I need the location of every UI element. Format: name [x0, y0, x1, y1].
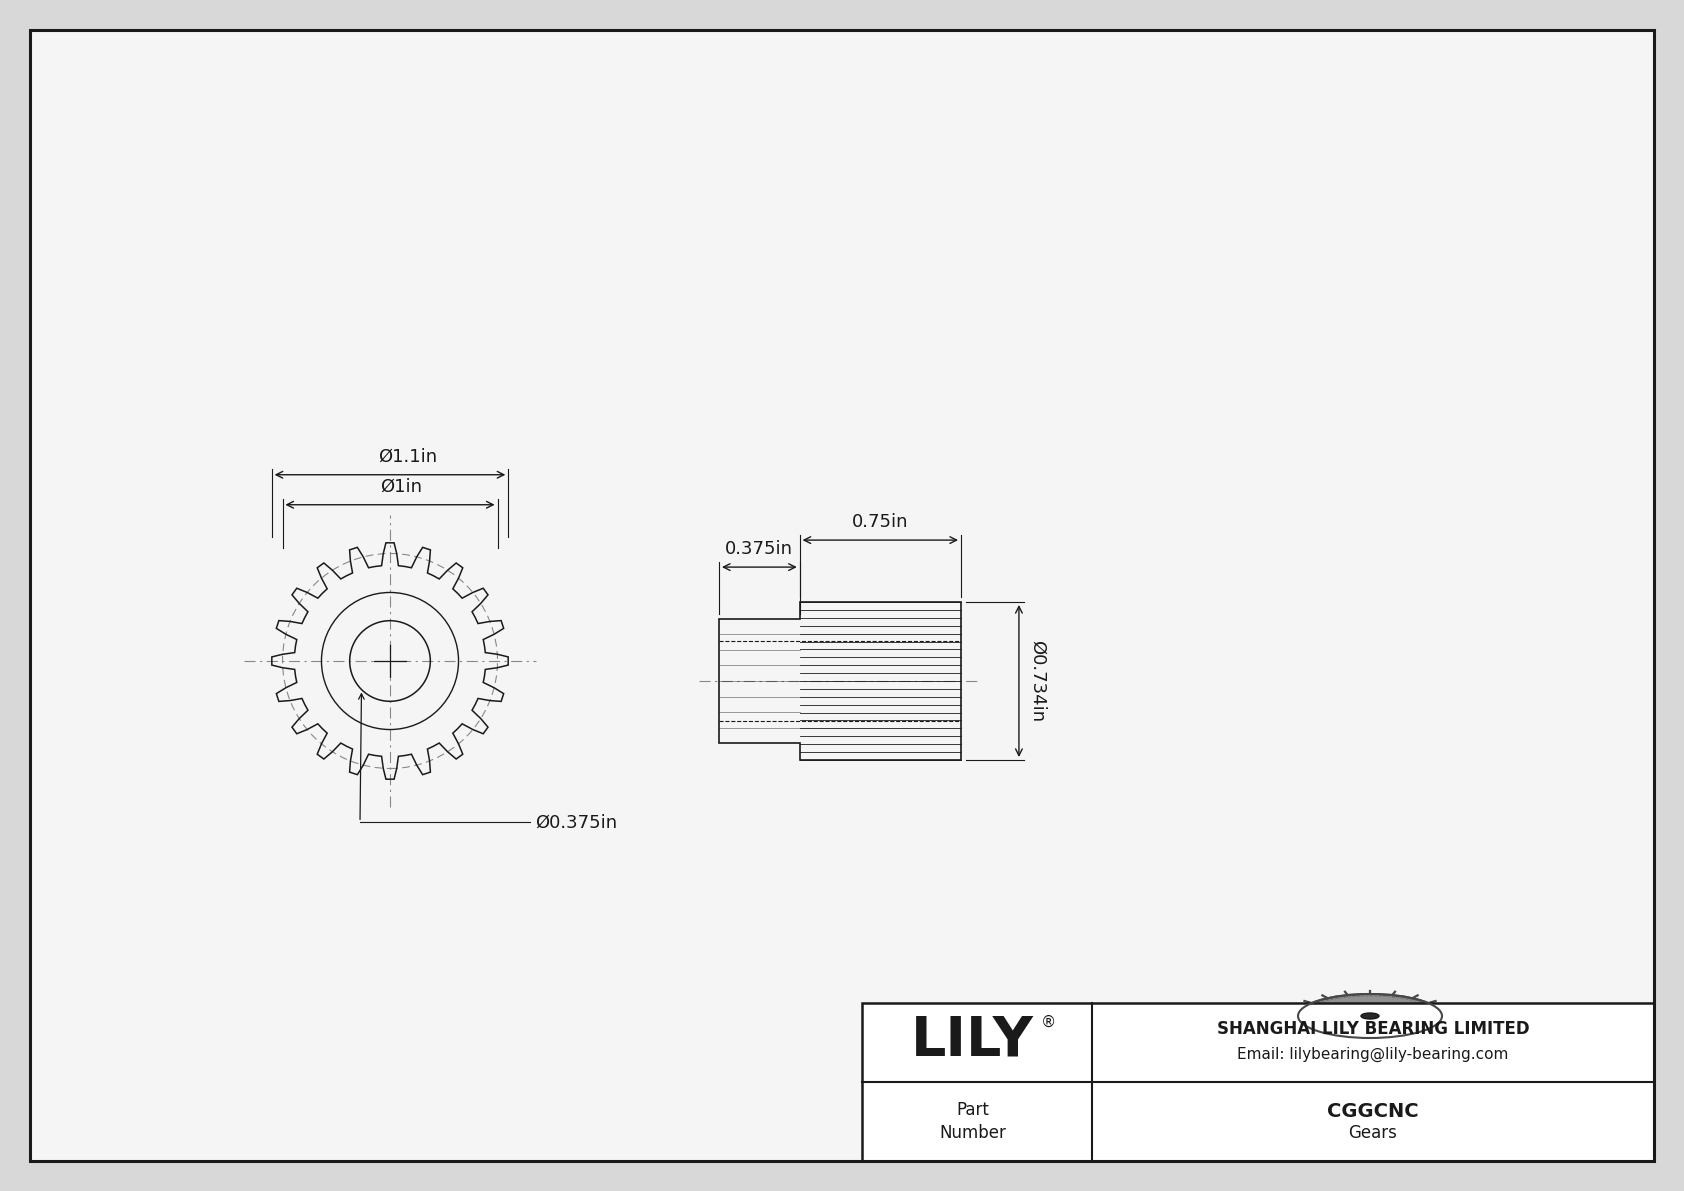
Text: Ø0.375in: Ø0.375in [536, 813, 616, 831]
Text: 0.375in: 0.375in [726, 540, 793, 559]
Ellipse shape [1361, 1014, 1379, 1019]
Text: 0.75in: 0.75in [852, 513, 909, 531]
Text: Ø0.734in: Ø0.734in [1029, 640, 1047, 722]
Text: SHANGHAI LILY BEARING LIMITED: SHANGHAI LILY BEARING LIMITED [1216, 1019, 1529, 1037]
Text: Ø1.1in: Ø1.1in [379, 448, 438, 466]
Bar [862, 1003, 1654, 1161]
Text: Part
Number: Part Number [940, 1100, 1005, 1142]
Ellipse shape [1298, 994, 1442, 1039]
Text: Gears: Gears [1349, 1124, 1398, 1142]
Text: Email: lilybearing@lily-bearing.com: Email: lilybearing@lily-bearing.com [1238, 1047, 1509, 1062]
Text: CGGCNC: CGGCNC [1327, 1102, 1420, 1121]
Text: LILY: LILY [911, 1014, 1034, 1067]
Text: Number of Teeth: 20: Number of Teeth: 20 [1265, 1114, 1465, 1133]
Text: Gear Pitch: 20: Gear Pitch: 20 [1265, 1086, 1403, 1105]
Text: Ø1in: Ø1in [381, 478, 421, 495]
Bar [1298, 1016, 1442, 1058]
Text: ®: ® [1041, 1015, 1056, 1030]
Ellipse shape [1298, 1036, 1442, 1080]
